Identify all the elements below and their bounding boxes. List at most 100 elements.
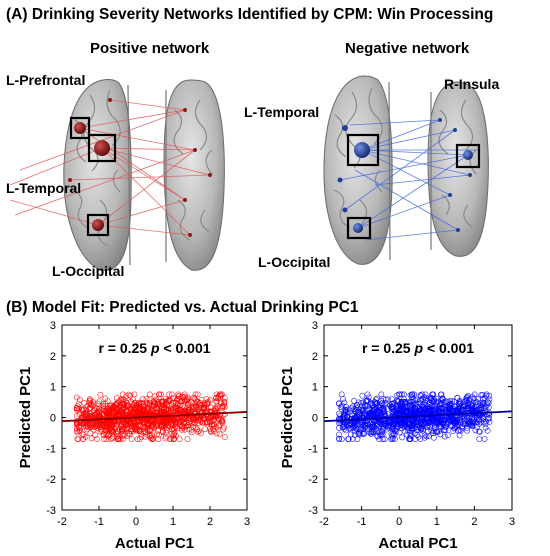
scatter-point	[168, 436, 175, 442]
scatter-point	[483, 392, 489, 399]
brain-left-hemisphere-positive	[63, 78, 132, 271]
scatter-point	[165, 396, 172, 403]
scatter-point	[197, 418, 204, 425]
scatter-point	[391, 436, 398, 442]
scatter-point	[338, 391, 345, 398]
negative-network-roi-boxes	[346, 133, 481, 240]
scatter-point	[83, 406, 89, 413]
scatter-point	[84, 413, 91, 420]
scatter-point	[419, 411, 426, 418]
scatter-point	[134, 426, 141, 432]
scatter-point	[219, 405, 225, 412]
scatter-point	[416, 400, 423, 407]
brain-right-hemisphere-negative	[427, 81, 489, 257]
scatter-point	[133, 401, 140, 408]
node-l-temporal-negative	[354, 142, 370, 158]
scatter-point	[219, 391, 225, 398]
y-tick-label: 1	[312, 382, 318, 394]
scatter-point	[97, 420, 104, 427]
scatter-point	[409, 426, 416, 433]
scatter-point	[184, 397, 191, 404]
scatter-point	[438, 405, 445, 412]
positive-network-nodes	[68, 98, 212, 237]
scatter-point	[398, 400, 405, 406]
scatter-point	[449, 398, 455, 404]
scatter-point	[360, 408, 366, 415]
scatter-point	[76, 405, 82, 412]
scatter-point	[178, 398, 185, 404]
scatter-point	[173, 421, 180, 427]
scatter-point	[154, 400, 161, 407]
scatter-point	[482, 421, 489, 427]
scatter-point	[411, 404, 418, 411]
scatter-point	[111, 420, 117, 427]
scatter-point	[160, 418, 167, 425]
stats-annotation-positive: r = 0.25 p < 0.001	[98, 340, 210, 356]
scatter-point	[135, 404, 141, 411]
scatter-point	[116, 409, 123, 415]
scatter-point	[425, 419, 432, 426]
y-tick-label: -3	[308, 505, 318, 517]
scatter-point	[140, 406, 147, 413]
scatter-point	[464, 403, 471, 410]
scatter-point	[221, 434, 228, 440]
scatter-point	[121, 401, 128, 407]
scatter-point	[409, 391, 416, 398]
scatter-point	[389, 426, 396, 433]
scatter-point	[338, 406, 345, 412]
scatter-point	[97, 391, 104, 398]
y-tick-label: -2	[46, 474, 56, 486]
scatter-point	[439, 396, 446, 402]
scatter-point	[82, 433, 89, 440]
scatter-point	[100, 432, 107, 438]
scatter-point	[155, 427, 161, 434]
scatter-point	[382, 396, 389, 403]
x-tick-label: 1	[170, 516, 176, 528]
scatter-point	[465, 421, 472, 428]
scatter-point	[217, 399, 224, 405]
scatter-point	[341, 399, 348, 406]
scatter-point	[128, 426, 135, 432]
scatter-point	[164, 398, 171, 405]
scatter-point	[468, 405, 475, 411]
scatter-point	[201, 419, 208, 426]
x-tick-label: -2	[57, 516, 67, 528]
scatter-point	[219, 417, 225, 424]
x-tick-label: 0	[133, 516, 139, 528]
scatter-point	[195, 420, 201, 427]
scatter-point	[475, 417, 482, 423]
scatter-point	[388, 396, 395, 402]
scatter-point	[91, 424, 97, 430]
scatter-point	[437, 419, 444, 426]
scatter-point	[388, 436, 395, 442]
scatter-point	[153, 396, 159, 403]
y-tick-label: 0	[312, 413, 318, 425]
scatter-point	[356, 428, 363, 435]
scatter-point	[192, 419, 198, 426]
scatter-point	[431, 407, 437, 414]
scatter-point	[470, 395, 477, 402]
scatter-point	[220, 411, 227, 418]
scatter-point	[192, 424, 199, 431]
scatter-point	[431, 425, 438, 432]
scatter-point	[201, 405, 208, 412]
scatter-point	[456, 427, 463, 434]
scatter-point	[100, 400, 107, 407]
scatter-point	[114, 428, 121, 435]
scatter-point	[194, 428, 201, 435]
scatter-point	[359, 407, 366, 414]
scatter-point	[338, 436, 345, 442]
scatter-point	[146, 391, 153, 398]
scatter-point	[138, 433, 145, 440]
scatter-point	[183, 397, 190, 404]
scatter-point	[380, 401, 387, 408]
scatter-point	[437, 401, 444, 408]
label-l-temporal-positive: L-Temporal	[6, 180, 82, 196]
scatter-point	[188, 419, 195, 426]
scatter-point	[374, 421, 381, 427]
scatter-point	[128, 428, 135, 435]
scatter-point	[345, 436, 351, 442]
scatter-point	[379, 431, 386, 438]
